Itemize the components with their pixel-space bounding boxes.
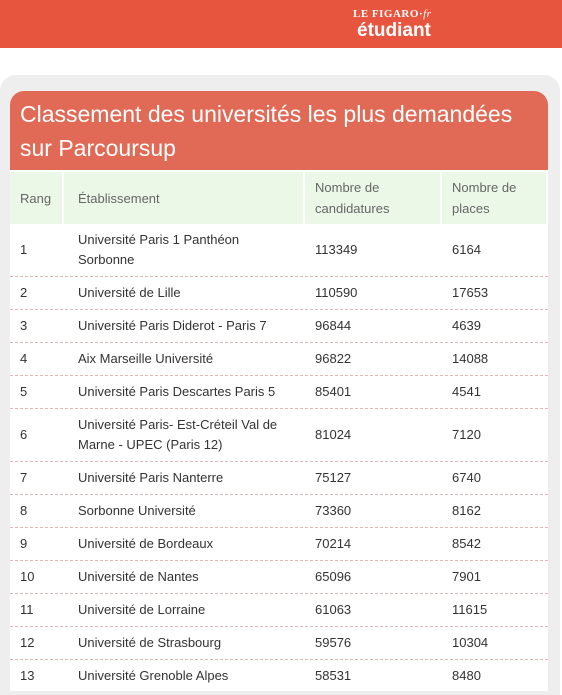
table-cell: 73360: [315, 503, 352, 518]
table-cell: 61063: [315, 602, 352, 617]
table-cell: 65096: [315, 569, 352, 584]
logo-top[interactable]: LE FIGARO·fr: [353, 8, 432, 20]
card-title: Classement des universités les plus dema…: [10, 91, 548, 170]
table-cell: 8: [20, 503, 28, 518]
table-row: 3 Université Paris Diderot - Paris 7 96844…: [10, 310, 548, 343]
card: Classement des universités les plus dema…: [10, 91, 548, 691]
table-cell: 9: [20, 536, 28, 551]
table-cell: 70214: [315, 536, 352, 551]
column-header: Nombre de places: [442, 172, 546, 224]
table-cell: Université de Lille: [78, 285, 181, 300]
table-row: 4 Aix Marseille Université 96822 14088: [10, 343, 548, 376]
table-cell: 6: [20, 427, 28, 442]
table-cell: 75127: [315, 470, 352, 485]
table-cell: 10304: [452, 635, 489, 650]
column-header: Rang: [10, 172, 62, 224]
table-cell: 8480: [452, 668, 481, 683]
logo-main[interactable]: étudiant: [357, 20, 431, 41]
table-row: 12 Université de Strasbourg 59576 10304: [10, 627, 548, 660]
table-row: 6 Université Paris- Est-Créteil Val de Ma…: [10, 409, 548, 462]
column-header: Établissement: [64, 172, 303, 224]
table-cell: Sorbonne Université: [78, 503, 196, 518]
table-row: 2 Université de Lille 110590 17653: [10, 277, 548, 310]
table-cell: Université de Lorraine: [78, 602, 206, 617]
table-row: 7 Université Paris Nanterre 75127 6740: [10, 462, 548, 495]
top-bar: LE FIGARO·fr étudiant: [0, 0, 562, 48]
table-cell: 1: [20, 242, 28, 257]
table-cell: Université Paris Descartes Paris 5: [78, 384, 276, 399]
table: Rang Établissement Nombre de candidatures N…: [10, 172, 548, 691]
table-row: 1 Université Paris 1 Panthéon Sorbonne 113…: [10, 224, 548, 277]
table-cell: 7: [20, 470, 28, 485]
table-cell: Université Paris Nanterre: [78, 470, 224, 485]
table-cell: Université Paris- Est-Créteil Val de Mar…: [78, 417, 278, 452]
table-cell: 14088: [452, 351, 489, 366]
table-cell: Université de Strasbourg: [78, 635, 222, 650]
table-cell: 6740: [452, 470, 481, 485]
table-cell: 59576: [315, 635, 352, 650]
table-cell: 2: [20, 285, 28, 300]
table-cell: 96844: [315, 318, 352, 333]
table-row: 8 Sorbonne Université 73360 8162: [10, 495, 548, 528]
table-cell: 3: [20, 318, 28, 333]
table-cell: 4: [20, 351, 28, 366]
table-cell: 7901: [452, 569, 481, 584]
table-cell: 81024: [315, 427, 352, 442]
table-cell: 5: [20, 384, 28, 399]
table-cell: 85401: [315, 384, 352, 399]
logo-top-text: LE FIGARO: [353, 8, 419, 20]
table-cell: 8542: [452, 536, 481, 551]
table-cell: Université de Nantes: [78, 569, 199, 584]
logo-suffix: fr: [423, 8, 432, 20]
table-cell: 6164: [452, 242, 481, 257]
table-cell: 96822: [315, 351, 352, 366]
table-row: 13 Université Grenoble Alpes 58531 8480: [10, 660, 548, 691]
table-row: 11 Université de Lorraine 61063 11615: [10, 594, 548, 627]
table-cell: 110590: [315, 285, 358, 300]
table-cell: Université Paris 1 Panthéon Sorbonne: [78, 232, 240, 267]
table-row: 5 Université Paris Descartes Paris 5 85401…: [10, 376, 548, 409]
table-cell: Université Grenoble Alpes: [78, 668, 229, 683]
table-cell: Aix Marseille Université: [78, 351, 214, 366]
table-cell: 58531: [315, 668, 352, 683]
table-cell: 11: [20, 602, 34, 617]
header-row: Rang Établissement Nombre de candidatures N…: [10, 172, 548, 224]
table-cell: 17653: [452, 285, 489, 300]
table-cell: 4639: [452, 318, 481, 333]
table-cell: 7120: [452, 427, 481, 442]
table-row: 9 Université de Bordeaux 70214 8542: [10, 528, 548, 561]
column-header: Nombre de candidatures: [305, 172, 440, 224]
table-cell: Université de Bordeaux: [78, 536, 214, 551]
table-cell: 11615: [452, 602, 488, 617]
table-cell: Université Paris Diderot - Paris 7: [78, 318, 267, 333]
table-cell: 13: [20, 668, 35, 683]
table-row: 10 Université de Nantes 65096 7901: [10, 561, 548, 594]
table-cell: 4541: [452, 384, 481, 399]
table-cell: 12: [20, 635, 35, 650]
table-cell: 113349: [315, 242, 358, 257]
table-cell: 8162: [452, 503, 481, 518]
table-cell: 10: [20, 569, 35, 584]
